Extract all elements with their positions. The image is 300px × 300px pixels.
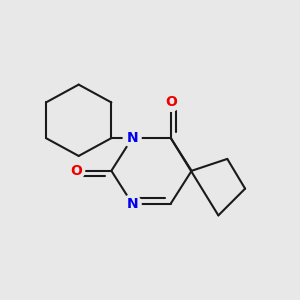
Text: O: O — [70, 164, 82, 178]
Circle shape — [123, 129, 141, 147]
Circle shape — [123, 195, 141, 212]
Text: N: N — [126, 196, 138, 211]
Circle shape — [67, 162, 85, 180]
Text: N: N — [126, 131, 138, 145]
Circle shape — [162, 94, 180, 111]
Text: O: O — [165, 95, 177, 110]
